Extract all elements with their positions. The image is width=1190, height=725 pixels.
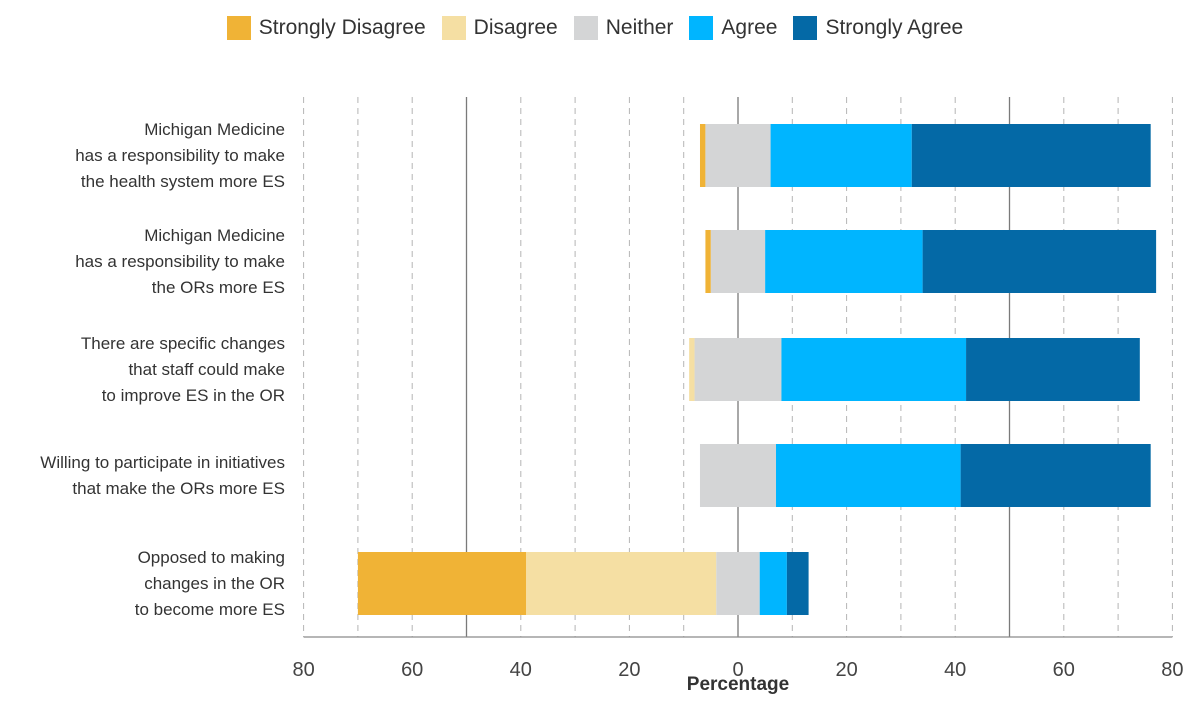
category-label-line: to become more ES: [134, 599, 285, 619]
legend: Strongly Disagree Disagree Neither Agree…: [0, 12, 1190, 44]
bar-segment-strongly-agree: [911, 124, 1151, 187]
category-label-line: to improve ES in the OR: [101, 385, 285, 405]
legend-label-disagree: Disagree: [473, 16, 558, 39]
legend-label-strongly-disagree: Strongly Disagree: [258, 16, 426, 39]
bar-segment-agree: [759, 552, 787, 615]
bar-segment-disagree: [689, 338, 695, 401]
legend-item-strongly-disagree: Strongly Disagree: [226, 16, 426, 40]
category-label-line: has a responsibility to make: [75, 145, 285, 165]
x-tick-label: 40: [944, 659, 966, 681]
legend-swatch-strongly-agree: [793, 16, 818, 40]
x-axis-title: Percentage: [686, 674, 790, 695]
bar-segment-neither: [716, 552, 760, 615]
bar-segment-strongly-agree: [922, 230, 1157, 293]
category-label-line: There are specific changes: [80, 333, 285, 353]
bar-segment-strongly-agree: [960, 444, 1151, 507]
legend-item-disagree: Disagree: [441, 16, 558, 40]
x-tick-label: 20: [835, 659, 857, 681]
category-label-line: the health system more ES: [80, 171, 285, 191]
category-label: Michigan Medicine has a responsibility to…: [0, 117, 285, 195]
category-label: Michigan Medicine has a responsibility to…: [0, 223, 285, 301]
legend-swatch-disagree: [441, 16, 466, 40]
legend-label-neither: Neither: [605, 16, 674, 39]
legend-label-agree: Agree: [721, 16, 778, 39]
category-label: There are specific changes that staff cou…: [0, 331, 285, 409]
bar-segment-strongly-agree: [786, 552, 809, 615]
bar-segment-neither: [705, 124, 771, 187]
category-label: Opposed to making changes in the OR to bec…: [0, 545, 285, 623]
bar-segment-strongly-disagree: [357, 552, 527, 615]
bar-segment-strongly-disagree: [699, 124, 706, 187]
legend-item-agree: Agree: [689, 16, 777, 40]
x-tick-label: 80: [1161, 659, 1183, 681]
category-label-line: Michigan Medicine: [144, 225, 285, 245]
legend-item-neither: Neither: [573, 16, 674, 40]
legend-label-strongly-agree: Strongly Agree: [825, 16, 964, 39]
legend-item-strongly-agree: Strongly Agree: [793, 16, 963, 40]
x-tick-label: 0: [732, 659, 743, 681]
x-tick-label: 60: [1053, 659, 1075, 681]
category-label-line: Willing to participate in initiatives: [40, 452, 285, 472]
bar-segment-strongly-disagree: [705, 230, 711, 293]
bar-segment-disagree: [526, 552, 717, 615]
bar-segment-agree: [776, 444, 961, 507]
bar-segment-agree: [781, 338, 967, 401]
category-label-line: Opposed to making: [137, 547, 285, 567]
category-label-line: the ORs more ES: [151, 277, 285, 297]
category-label-line: that make the ORs more ES: [72, 478, 285, 498]
category-label-line: has a responsibility to make: [75, 251, 285, 271]
bar-segment-agree: [765, 230, 923, 293]
category-label-line: changes in the OR: [144, 573, 285, 593]
x-tick-label: 20: [618, 659, 640, 681]
x-tick-label: 60: [401, 659, 423, 681]
category-label: Willing to participate in initiatives tha…: [0, 450, 285, 502]
bar-segment-neither: [694, 338, 782, 401]
bar-segment-strongly-agree: [966, 338, 1140, 401]
bar-segment-neither: [710, 230, 766, 293]
bar-segment-agree: [770, 124, 912, 187]
bar-segment-neither: [699, 444, 777, 507]
category-label-line: that staff could make: [128, 359, 285, 379]
legend-swatch-strongly-disagree: [226, 16, 251, 40]
legend-swatch-neither: [573, 16, 598, 40]
category-label-line: Michigan Medicine: [144, 119, 285, 139]
legend-swatch-agree: [689, 16, 714, 40]
x-tick-label: 80: [292, 659, 314, 681]
x-tick-label: 40: [510, 659, 532, 681]
